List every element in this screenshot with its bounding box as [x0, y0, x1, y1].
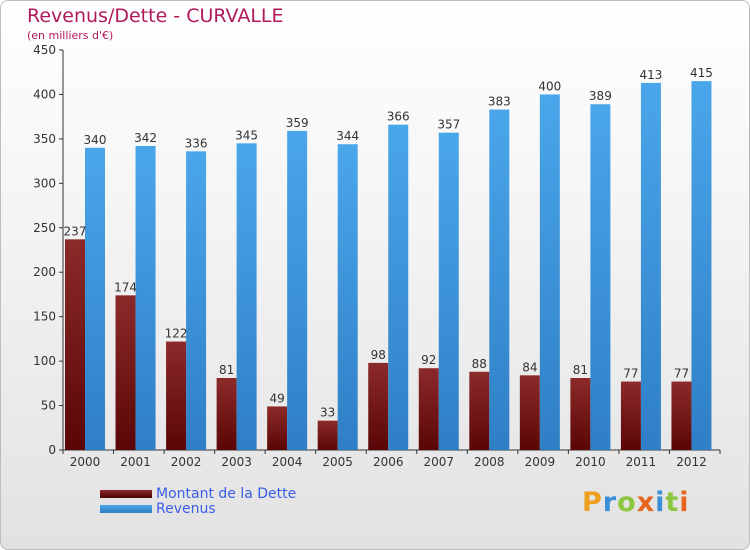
- bar-debt: [570, 378, 591, 450]
- x-tick-label: 2001: [120, 455, 151, 469]
- bar-revenue: [539, 94, 560, 450]
- legend-item-debt: Montant de la Dette: [100, 485, 297, 502]
- data-label: 400: [538, 79, 561, 93]
- x-tick-label: 2010: [575, 455, 606, 469]
- data-label: 98: [371, 348, 386, 362]
- axes: 0 50 100 150 200 250 300 350 400 450 2000 2001 2002 2…: [33, 43, 721, 469]
- data-label: 88: [472, 357, 487, 371]
- y-tick-label: 400: [33, 87, 56, 101]
- legend-swatch-debt: [100, 489, 152, 498]
- y-tick-label: 350: [33, 132, 56, 146]
- bar-revenue: [489, 109, 510, 451]
- bars: [65, 81, 712, 451]
- bar-revenue: [640, 82, 661, 450]
- bar-debt: [317, 420, 338, 450]
- data-label: 389: [589, 89, 612, 103]
- data-label: 383: [488, 95, 511, 109]
- x-tick-label: 2004: [272, 455, 303, 469]
- data-label: 174: [114, 280, 137, 294]
- data-label: 81: [219, 363, 234, 377]
- data-label: 366: [387, 110, 410, 124]
- x-tick-label: 2006: [373, 455, 404, 469]
- bar-debt: [368, 362, 389, 450]
- y-tick-label: 250: [33, 221, 56, 235]
- y-tick-label: 100: [33, 354, 56, 368]
- bar-debt: [620, 381, 641, 450]
- y-tick-label: 50: [41, 399, 56, 413]
- bar-revenue: [691, 81, 712, 450]
- bar-debt: [267, 406, 288, 450]
- x-tick-label: 2011: [626, 455, 657, 469]
- legend-swatch-revenue: [100, 504, 152, 513]
- data-label: 122: [165, 327, 188, 341]
- data-label: 336: [185, 136, 208, 150]
- x-tick-label: 2000: [70, 455, 101, 469]
- logo-letter: i: [655, 487, 666, 518]
- y-tick-label: 300: [33, 176, 56, 190]
- data-label: 413: [639, 68, 662, 82]
- legend-label-revenue: Revenus: [156, 500, 216, 517]
- chart-title: Revenus/Dette - CURVALLE: [27, 5, 284, 27]
- bar-debt: [65, 239, 85, 450]
- data-label: 81: [573, 363, 588, 377]
- bar-debt: [216, 378, 237, 450]
- data-label: 345: [235, 128, 258, 142]
- data-label: 237: [64, 224, 87, 238]
- bar-revenue: [388, 124, 409, 451]
- x-tick-label: 2005: [322, 455, 353, 469]
- bar-revenue: [337, 144, 358, 450]
- logo-letter: P: [582, 487, 603, 518]
- legend-label-debt: Montant de la Dette: [156, 485, 297, 502]
- data-label: 33: [320, 406, 335, 420]
- bar-revenue: [135, 146, 156, 450]
- bar-debt: [469, 371, 490, 450]
- data-label: 84: [522, 360, 537, 374]
- x-tick-label: 2012: [676, 455, 707, 469]
- y-tick-label: 150: [33, 310, 56, 324]
- data-label: 77: [623, 367, 638, 381]
- y-tick-label: 450: [33, 43, 56, 57]
- bar-revenue: [438, 132, 459, 450]
- logo-letter: r: [602, 487, 618, 518]
- data-label: 49: [270, 391, 285, 405]
- y-tick-label: 200: [33, 265, 56, 279]
- data-label: 77: [674, 367, 689, 381]
- data-label: 342: [134, 131, 157, 145]
- bar-debt: [418, 368, 439, 450]
- bar-revenue: [287, 130, 308, 450]
- x-tick-label: 2003: [221, 455, 252, 469]
- proxiti-logo: Proxiti: [582, 487, 690, 518]
- data-label: 340: [84, 133, 107, 147]
- logo-letter: o: [617, 487, 637, 518]
- bar-debt: [519, 375, 540, 450]
- bar-debt: [671, 381, 692, 450]
- bar-revenue: [236, 143, 257, 451]
- x-tick-label: 2002: [171, 455, 202, 469]
- logo-letter: i: [679, 487, 690, 518]
- data-label: 359: [286, 116, 309, 130]
- bar-revenue: [186, 151, 207, 451]
- x-tick-label: 2009: [525, 455, 556, 469]
- data-labels: 237 174 122 81 49 33 98 92 88 84 81 77 77 340 342 336 34…: [64, 66, 713, 420]
- data-label: 344: [336, 129, 359, 143]
- data-label: 92: [421, 353, 436, 367]
- legend-item-revenue: Revenus: [100, 500, 296, 517]
- bar-revenue: [85, 147, 105, 450]
- bar-debt: [115, 295, 136, 450]
- chart-subtitle: (en milliers d'€): [27, 29, 114, 42]
- logo-letter: t: [665, 487, 680, 518]
- bar-debt: [166, 341, 187, 450]
- data-label: 415: [690, 66, 713, 80]
- legend: Montant de la Dette Revenus: [100, 485, 297, 517]
- x-tick-label: 2008: [474, 455, 505, 469]
- y-tick-label: 0: [48, 443, 56, 457]
- x-tick-label: 2007: [423, 455, 454, 469]
- logo-letter: x: [636, 487, 656, 518]
- data-label: 357: [437, 118, 460, 132]
- bar-revenue: [590, 104, 611, 450]
